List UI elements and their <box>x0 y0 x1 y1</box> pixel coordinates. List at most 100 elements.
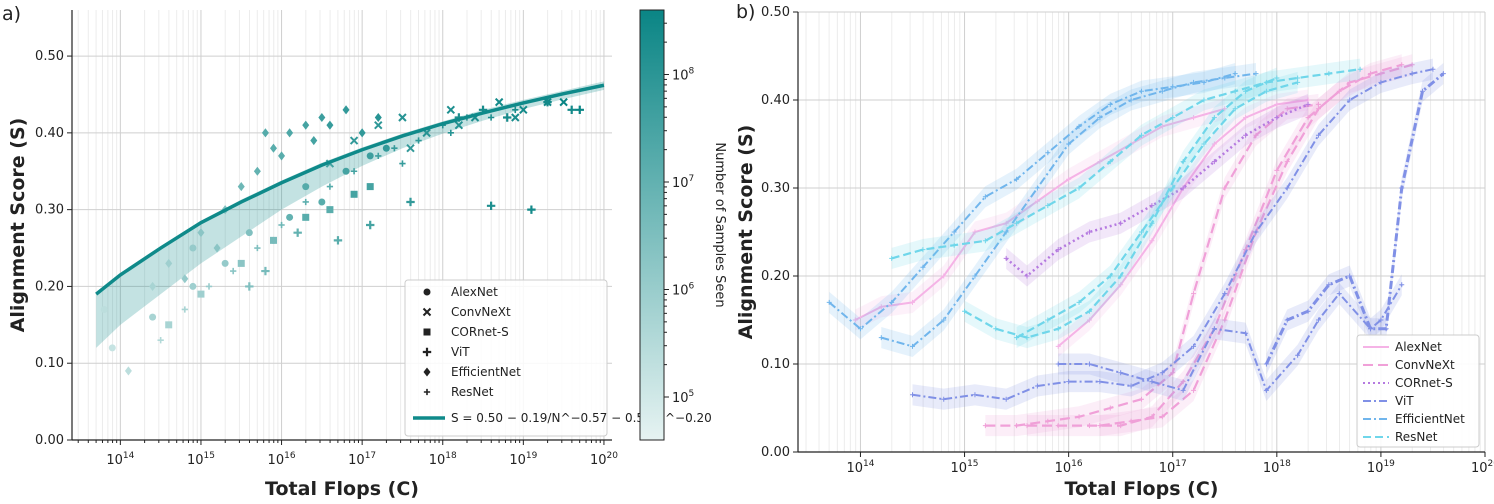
panel-label: b) <box>736 1 755 23</box>
scatter-point-efficientnet <box>262 128 269 137</box>
legend-label: ConvNeXt <box>451 305 511 319</box>
scatter-point-alexnet <box>109 344 116 351</box>
colorbar <box>640 10 664 440</box>
scatter-point-resnet <box>206 283 212 289</box>
scatter-point-efficientnet <box>302 121 309 130</box>
scatter-point-cornet-s <box>197 291 204 298</box>
scatter-point-efficientnet <box>125 366 132 375</box>
scatter-point-vit <box>293 228 301 236</box>
scatter-point-convnext <box>375 122 382 129</box>
colorbar-tick-label: 105 <box>672 389 694 406</box>
scatter-point-vit <box>527 205 535 213</box>
legend-label: ViT <box>451 345 470 359</box>
y-tick-label: 0.40 <box>761 93 790 108</box>
scatter-point-vit <box>245 282 253 290</box>
y-tick-label: 0.00 <box>35 433 64 448</box>
legend-marker <box>424 289 431 296</box>
y-tick-label: 0.00 <box>761 445 790 460</box>
scatter-point-alexnet <box>189 283 196 290</box>
scatter-point-vit <box>406 198 414 206</box>
scatter-point-efficientnet <box>359 128 366 137</box>
colorbar-tick-label: 108 <box>672 67 695 84</box>
scatter-point-convnext <box>447 106 454 113</box>
scatter-point-resnet <box>230 268 236 274</box>
x-tick-label: 1020 <box>1471 459 1494 476</box>
x-tick-label: 1020 <box>590 451 618 468</box>
legend-label: ResNet <box>451 385 494 399</box>
y-tick-label: 0.40 <box>35 126 64 141</box>
scatter-point-vit <box>261 267 269 275</box>
panel-a: 1014 1015 1016 1017 1018 1019 10200.000.100.20… <box>2 3 727 500</box>
y-tick-label: 0.50 <box>761 5 790 20</box>
colorbar-tick-label: 106 <box>672 282 695 299</box>
scatter-point-alexnet <box>101 306 108 313</box>
x-tick-label: 1019 <box>509 451 537 468</box>
scatter-point-vit <box>576 106 584 114</box>
x-tick-label: 1014 <box>106 451 134 468</box>
scatter-point-efficientnet <box>254 167 261 176</box>
scatter-point-cornet-s <box>351 191 358 198</box>
scatter-point-convnext <box>399 114 406 121</box>
scatter-point-efficientnet <box>375 113 382 122</box>
scatter-point-cornet-s <box>326 206 333 213</box>
scatter-point-efficientnet <box>286 128 293 137</box>
scatter-point-resnet <box>278 222 284 228</box>
scatter-point-efficientnet <box>238 182 245 191</box>
legend-label: ConvNeXt <box>1395 358 1455 372</box>
legend-label: ViT <box>1395 394 1414 408</box>
scatter-point-resnet <box>254 245 260 251</box>
legend-label: EfficientNet <box>1395 412 1465 426</box>
scatter-point-alexnet <box>302 183 309 190</box>
scatter-point-efficientnet <box>278 151 285 160</box>
y-axis-title: Alignment Score (S) <box>735 125 757 340</box>
legend-label: CORnet-S <box>451 325 509 339</box>
x-tick-label: 1015 <box>951 459 979 476</box>
scatter-point-vit <box>487 202 495 210</box>
y-tick-label: 0.10 <box>35 356 64 371</box>
x-axis-title: Total Flops (C) <box>265 478 419 500</box>
scatter-point-vit <box>568 106 576 114</box>
scatter-point-efficientnet <box>318 113 325 122</box>
y-tick-label: 0.50 <box>35 49 64 64</box>
legend-marker <box>424 329 431 336</box>
scatter-point-vit <box>334 236 342 244</box>
x-tick-label: 1018 <box>1263 459 1291 476</box>
scatter-point-efficientnet <box>343 105 350 114</box>
x-tick-label: 1017 <box>1159 459 1187 476</box>
scatter-point-alexnet <box>343 168 350 175</box>
x-tick-label: 1018 <box>429 451 457 468</box>
scatter-point-alexnet <box>367 152 374 159</box>
legend-label: EfficientNet <box>451 365 521 379</box>
scatter-point-alexnet <box>189 245 196 252</box>
figure: 1014 1015 1016 1017 1018 1019 10200.000.100.20… <box>0 0 1494 504</box>
panel-label: a) <box>2 3 21 25</box>
y-tick-label: 0.30 <box>761 181 790 196</box>
scatter-point-alexnet <box>318 198 325 205</box>
legend-label: ResNet <box>1395 430 1438 444</box>
scatter-point-cornet-s <box>270 237 277 244</box>
scatter-point-convnext <box>560 99 567 106</box>
scatter-point-resnet <box>303 199 309 205</box>
x-tick-label: 1016 <box>1055 459 1083 476</box>
x-tick-label: 1015 <box>187 451 215 468</box>
scatter-point-efficientnet <box>270 144 277 153</box>
legend-label: CORnet-S <box>1395 376 1453 390</box>
legend-label: AlexNet <box>451 285 498 299</box>
scatter-point-alexnet <box>222 260 229 267</box>
scatter-point-cornet-s <box>302 214 309 221</box>
legend-fit-equation: S = 0.50 − 0.19/N^−0.57 − 0.50/D^−0.20 <box>451 411 712 425</box>
x-axis-title: Total Flops (C) <box>1065 478 1219 500</box>
scatter-point-alexnet <box>383 145 390 152</box>
scatter-point-alexnet <box>246 229 253 236</box>
x-tick-label: 1019 <box>1367 459 1395 476</box>
scatter-point-resnet <box>327 183 333 189</box>
scatter-point-cornet-s <box>238 260 245 267</box>
y-tick-label: 0.30 <box>35 203 64 218</box>
scatter-point-vit <box>503 113 511 121</box>
panel-b: 10141015101610171018101910200.000.100.20… <box>735 1 1494 500</box>
x-tick-label: 1014 <box>846 459 874 476</box>
scatter-point-alexnet <box>286 214 293 221</box>
scatter-point-cornet-s <box>367 183 374 190</box>
colorbar-title: Number of Samples Seen <box>712 142 727 307</box>
y-axis-title: Alignment Score (S) <box>7 118 29 333</box>
